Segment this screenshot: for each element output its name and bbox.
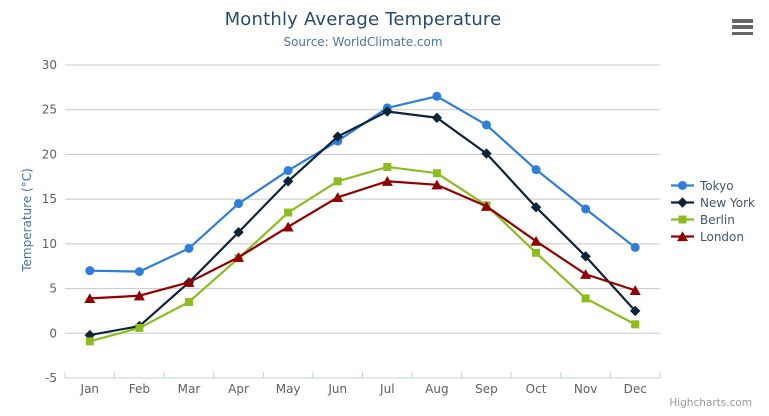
series-point-berlin (284, 208, 293, 217)
legend: Tokyo New York Berlin London (670, 177, 755, 245)
series-point-tokyo (184, 243, 194, 253)
y-axis-tick-label: 30 (42, 58, 57, 72)
menu-bar (732, 31, 753, 35)
series-point-tokyo (85, 266, 95, 276)
y-axis-tick-label: -5 (45, 371, 57, 385)
series-point-new-york (332, 131, 343, 142)
legend-item-london[interactable]: London (670, 228, 755, 245)
legend-item-tokyo[interactable]: Tokyo (670, 177, 755, 194)
legend-marker-symbol (678, 215, 687, 224)
hamburger-menu-icon[interactable] (732, 19, 753, 35)
series-point-berlin (581, 294, 590, 303)
x-axis-tick-label: Nov (574, 382, 597, 396)
legend-item-label: Berlin (700, 212, 735, 227)
x-axis-tick-label: Mar (178, 382, 201, 396)
x-axis-tick-label: May (276, 382, 301, 396)
series-line-london (88, 180, 637, 300)
series-line-berlin (88, 165, 637, 343)
legend-item-label: New York (700, 195, 755, 210)
series-line-new-york (88, 110, 637, 337)
series-point-new-york (630, 305, 641, 317)
series-point-london (332, 192, 344, 202)
x-axis-tick-label: Apr (228, 382, 249, 396)
series-point-tokyo (531, 165, 541, 175)
series-point-berlin (135, 323, 144, 332)
series-point-new-york (382, 106, 393, 117)
x-axis-tick-label: Aug (425, 382, 448, 396)
series-point-tokyo (283, 166, 293, 176)
x-axis-tick-label: Jan (80, 382, 100, 396)
series-point-new-york (530, 201, 542, 213)
series-point-london (480, 201, 492, 211)
series-point-berlin (432, 169, 441, 178)
series-point-london (381, 176, 393, 186)
series-point-new-york (580, 251, 591, 262)
series-line-tokyo (88, 95, 637, 273)
series-point-london (580, 269, 592, 279)
series-point-new-york (481, 148, 492, 159)
series-point-berlin (184, 297, 193, 306)
series-point-london (530, 235, 542, 246)
series-point-london (84, 293, 96, 304)
chart-subtitle: Source: WorldClimate.com (283, 35, 443, 49)
series-point-london (629, 285, 641, 295)
chart-title: Monthly Average Temperature (224, 9, 502, 30)
y-axis-tick-label: 25 (42, 103, 57, 117)
legend-marker-symbol (677, 197, 688, 208)
x-axis-tick-label: Jul (379, 382, 394, 396)
legend-item-new-york[interactable]: New York (670, 194, 755, 211)
legend-marker-diamond-icon (671, 197, 694, 208)
legend-marker-triangle-icon (671, 231, 694, 242)
series-point-tokyo (481, 120, 491, 130)
y-axis-tick-label: 5 (49, 282, 57, 296)
x-axis-tick-label: Oct (526, 382, 547, 396)
x-axis-tick-label: Sep (475, 382, 498, 396)
legend-item-label: London (700, 229, 744, 244)
menu-bar (732, 19, 753, 23)
series-point-london (431, 179, 443, 190)
series-point-new-york (282, 176, 294, 187)
series-point-tokyo (630, 242, 640, 252)
highcharts-credit-link[interactable]: Highcharts.com (669, 397, 752, 409)
legend-item-label: Tokyo (700, 178, 734, 193)
legend-marker-symbol (677, 231, 688, 242)
x-axis-tick-label: Feb (129, 382, 150, 396)
series-point-berlin (383, 162, 392, 171)
legend-marker-circle-icon (671, 181, 694, 190)
legend-marker-symbol (678, 181, 687, 190)
series-point-berlin (333, 177, 342, 186)
series-point-london (282, 221, 294, 232)
x-axis-tick-label: Jun (327, 382, 347, 396)
series-point-london (183, 277, 195, 287)
series-point-london (233, 252, 245, 262)
series-point-berlin (532, 248, 541, 257)
menu-bar (732, 25, 753, 29)
series-point-berlin (631, 320, 640, 329)
y-axis-tick-label: 0 (49, 326, 57, 340)
y-axis-tick-label: 10 (42, 237, 57, 251)
series-point-tokyo (134, 267, 144, 277)
series-point-tokyo (432, 91, 442, 101)
series-point-new-york (233, 227, 244, 238)
legend-item-berlin[interactable]: Berlin (670, 211, 755, 228)
series-point-london (133, 290, 145, 301)
series-point-tokyo (234, 199, 244, 209)
y-axis-tick-label: 15 (42, 192, 57, 206)
x-axis-tick-label: Dec (624, 382, 647, 396)
legend-marker-square-icon (671, 215, 694, 224)
series-point-berlin (85, 337, 94, 346)
series-point-new-york (431, 112, 443, 123)
y-axis-tick-label: 20 (42, 147, 57, 161)
series-point-tokyo (581, 204, 591, 214)
